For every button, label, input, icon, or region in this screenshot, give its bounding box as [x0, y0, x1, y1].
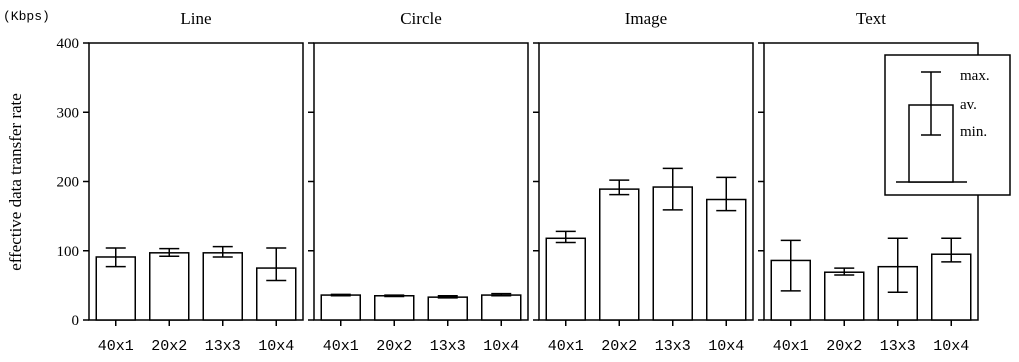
x-tick-label: 40x1 — [773, 338, 809, 355]
bar — [481, 294, 522, 321]
bar — [427, 296, 468, 321]
bar — [149, 252, 190, 321]
y-tick-label: 0 — [72, 313, 80, 329]
bar — [931, 253, 972, 321]
x-tick-label: 13x3 — [205, 338, 241, 355]
bar — [256, 267, 297, 321]
x-tick-label: 13x3 — [880, 338, 916, 355]
x-tick-label: 10x4 — [708, 338, 744, 355]
x-tick-label: 13x3 — [430, 338, 466, 355]
x-tick-label: 10x4 — [258, 338, 294, 355]
panel-title: Text — [856, 9, 886, 28]
y-tick-label: 200 — [57, 175, 80, 191]
x-tick-label: 20x2 — [601, 338, 637, 355]
bar — [599, 188, 640, 321]
panel-title: Circle — [400, 9, 442, 28]
x-tick-label: 40x1 — [323, 338, 359, 355]
bar — [374, 295, 415, 321]
legend-label-min: min. — [960, 124, 987, 140]
y-axis-label: effective data transfer rate — [6, 93, 25, 271]
x-tick-label: 20x2 — [826, 338, 862, 355]
x-tick-label: 10x4 — [933, 338, 969, 355]
x-tick-label: 20x2 — [376, 338, 412, 355]
y-tick-label: 400 — [57, 36, 80, 52]
bar — [824, 271, 865, 321]
x-tick-label: 20x2 — [151, 338, 187, 355]
y-tick-label: 100 — [57, 244, 80, 260]
bar — [706, 198, 747, 321]
legend-label-max: max. — [960, 68, 990, 84]
panel-title: Image — [625, 9, 667, 28]
bar — [320, 294, 361, 321]
panel-title: Line — [180, 9, 211, 28]
x-tick-label: 13x3 — [655, 338, 691, 355]
y-unit-label: (Kbps) — [3, 9, 50, 24]
x-tick-label: 10x4 — [483, 338, 519, 355]
panel-frame — [313, 42, 529, 321]
y-tick-label: 300 — [57, 105, 80, 121]
x-tick-label: 40x1 — [548, 338, 584, 355]
bar — [202, 252, 243, 321]
bar — [545, 237, 586, 321]
x-tick-label: 40x1 — [98, 338, 134, 355]
legend-label-av: av. — [960, 97, 977, 113]
